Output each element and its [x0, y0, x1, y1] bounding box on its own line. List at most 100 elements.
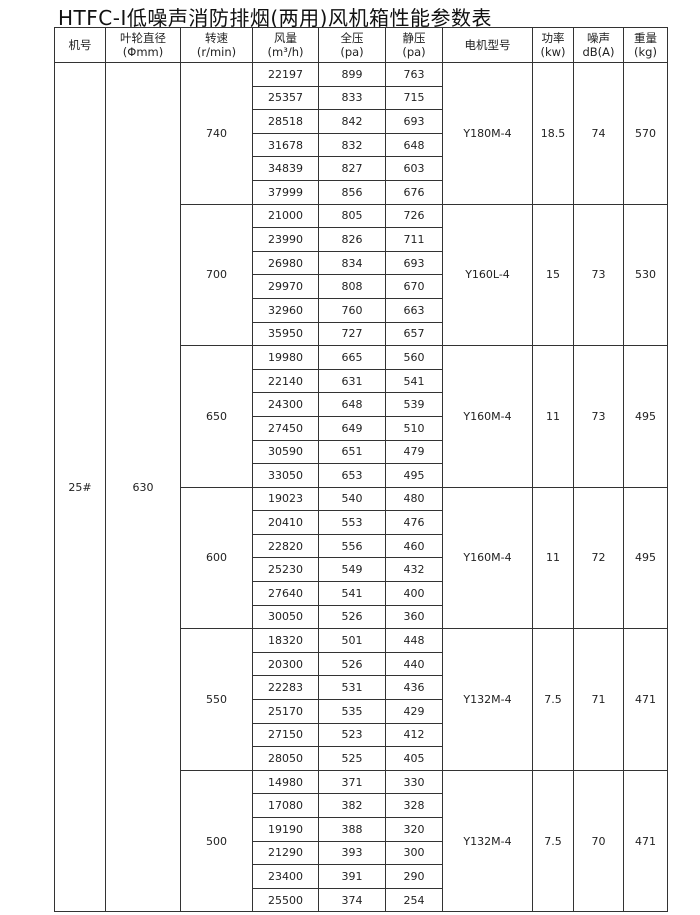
airflow-cell: 27450	[252, 415, 319, 441]
power-cell: 15	[532, 203, 574, 347]
header-unit: (pa)	[402, 45, 426, 59]
weight-cell: 471	[623, 769, 668, 913]
static-pressure-cell: 476	[385, 510, 443, 535]
header-label: 机号	[68, 38, 92, 52]
table-row: 22283 531 436	[55, 675, 668, 701]
noise-cell: 72	[573, 486, 624, 630]
motor-cell: Y160M-4	[442, 345, 533, 488]
column-header: 功率 (kw)	[532, 27, 574, 63]
table-row: 20410 553 476	[55, 510, 668, 535]
table-row: 27150 523 412	[55, 722, 668, 748]
airflow-cell: 23400	[252, 864, 319, 889]
noise-cell: 71	[573, 628, 624, 771]
static-pressure-cell: 360	[385, 604, 443, 630]
column-header: 噪声 dB(A)	[573, 27, 624, 63]
column-header: 电机型号	[442, 27, 533, 63]
table-row: 22820 556 460	[55, 533, 668, 559]
airflow-cell: 20300	[252, 651, 319, 677]
table-row: 25500 374 254	[55, 887, 668, 913]
header-unit: (r/min)	[196, 45, 237, 59]
table-row: 650 19980 665 560 Y160M-4 11 73 495	[55, 345, 668, 488]
airflow-cell: 24300	[252, 392, 319, 417]
table-row: 20300 526 440	[55, 651, 668, 677]
column-header: 转速 (r/min)	[180, 27, 253, 63]
table-row: 34839 827 603	[55, 156, 668, 181]
header-unit: (kg)	[634, 45, 657, 59]
table-row: 33050 653 495	[55, 463, 668, 488]
power-cell: 7.5	[532, 628, 574, 771]
table-row: 600 19023 540 480 Y160M-4 11 72 495	[55, 486, 668, 630]
airflow-cell: 37999	[252, 179, 319, 205]
power-cell: 11	[532, 486, 574, 630]
total-pressure-cell: 553	[318, 510, 386, 535]
total-pressure-cell: 651	[318, 439, 386, 465]
motor-cell: Y180M-4	[442, 62, 533, 205]
airflow-cell: 22197	[252, 62, 319, 87]
table-row: 27640 541 400	[55, 581, 668, 606]
table-row: 22140 631 541	[55, 368, 668, 394]
static-pressure-cell: 448	[385, 628, 443, 653]
total-pressure-cell: 531	[318, 675, 386, 701]
total-pressure-cell: 388	[318, 817, 386, 842]
motor-cell: Y132M-4	[442, 628, 533, 771]
static-pressure-cell: 657	[385, 321, 443, 347]
total-pressure-cell: 631	[318, 368, 386, 394]
static-pressure-cell: 290	[385, 864, 443, 889]
total-pressure-cell: 827	[318, 156, 386, 181]
header-label: 转速	[205, 31, 228, 45]
static-pressure-cell: 541	[385, 368, 443, 394]
static-pressure-cell: 320	[385, 817, 443, 842]
airflow-cell: 25230	[252, 557, 319, 583]
static-pressure-cell: 405	[385, 746, 443, 771]
speed-cell: 700	[180, 203, 253, 347]
static-pressure-cell: 539	[385, 392, 443, 417]
static-pressure-cell: 429	[385, 699, 443, 724]
static-pressure-cell: 328	[385, 793, 443, 818]
total-pressure-cell: 393	[318, 840, 386, 866]
table-row: 19190 388 320	[55, 817, 668, 842]
header-label: 静压	[402, 31, 426, 45]
airflow-cell: 22283	[252, 675, 319, 701]
power-cell: 18.5	[532, 62, 574, 205]
static-pressure-cell: 300	[385, 840, 443, 866]
static-pressure-cell: 510	[385, 415, 443, 441]
total-pressure-cell: 374	[318, 887, 386, 913]
static-pressure-cell: 495	[385, 463, 443, 488]
table-row: 32960 760 663	[55, 297, 668, 323]
total-pressure-cell: 649	[318, 415, 386, 441]
total-pressure-cell: 727	[318, 321, 386, 347]
total-pressure-cell: 653	[318, 463, 386, 488]
static-pressure-cell: 479	[385, 439, 443, 465]
table-row: 30590 651 479	[55, 439, 668, 465]
static-pressure-cell: 400	[385, 581, 443, 606]
table-row: 25230 549 432	[55, 557, 668, 583]
static-pressure-cell: 412	[385, 722, 443, 748]
airflow-cell: 26980	[252, 250, 319, 276]
column-header: 重量 (kg)	[623, 27, 668, 63]
page-title: HTFC-Ⅰ低噪声消防排烟(两用)风机箱性能参数表	[58, 6, 492, 30]
static-pressure-cell: 715	[385, 85, 443, 111]
table-row: 31678 832 648	[55, 132, 668, 158]
table-row: 26980 834 693	[55, 250, 668, 276]
total-pressure-cell: 808	[318, 274, 386, 299]
airflow-cell: 28050	[252, 746, 319, 771]
table-row: 25357 833 715	[55, 85, 668, 111]
total-pressure-cell: 648	[318, 392, 386, 417]
diameter-cell: 630	[105, 61, 181, 913]
total-pressure-cell: 549	[318, 557, 386, 583]
static-pressure-cell: 763	[385, 62, 443, 87]
total-pressure-cell: 826	[318, 227, 386, 252]
table-row: 17080 382 328	[55, 793, 668, 818]
column-header: 叶轮直径 (Φmm)	[105, 27, 181, 63]
header-unit: (m³/h)	[267, 45, 304, 59]
total-pressure-cell: 371	[318, 769, 386, 795]
total-pressure-cell: 526	[318, 651, 386, 677]
table-row: 25# 630 740 22197 899 763 Y180M-4 18.5 74 570	[54, 61, 668, 913]
airflow-cell: 30590	[252, 439, 319, 465]
weight-cell: 495	[623, 486, 668, 630]
airflow-cell: 22820	[252, 533, 319, 559]
column-header: 全压 (pa)	[318, 27, 386, 63]
airflow-cell: 32960	[252, 297, 319, 323]
weight-cell: 570	[623, 62, 668, 205]
motor-cell: Y160M-4	[442, 486, 533, 630]
